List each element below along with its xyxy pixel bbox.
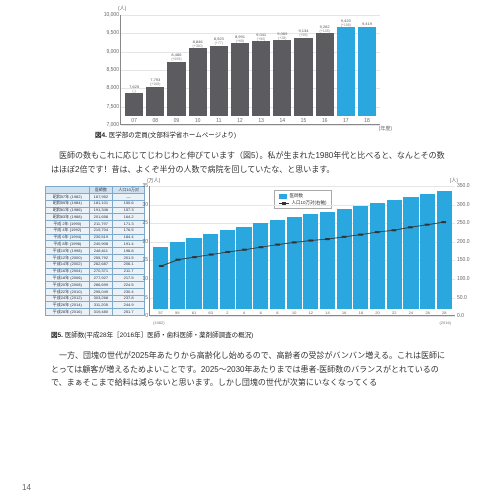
figure5-caption: 図5. 医師数(平成28年［2016年］医師・歯科医師・薬剤師調査の概況): [51, 329, 455, 339]
page-number: 14: [22, 483, 31, 492]
figure-4: (人) (年度) 7,0007,5008,0008,5009,0009,5001…: [45, 15, 455, 139]
paragraph-1: 医師の数もこれに応じてじわじわと伸びています（図5）。私が生まれた1980年代と…: [51, 149, 449, 176]
figure4-caption: 図4. 医学部の定員(文部科学省ホームページより): [95, 129, 455, 139]
chart5-plot: (万人) (人) 医師数 人口10万対(右軸) 051015202530350.…: [149, 186, 455, 316]
table5: 医師数人口10万対昭和57年 (1982)167,952—昭和59年 (1984…: [45, 186, 145, 316]
figure-5: 医師数人口10万対昭和57年 (1982)167,952—昭和59年 (1984…: [45, 186, 455, 316]
chart4-bars: 7,625(-)077,793(+168)088,486(+693)098,84…: [125, 15, 376, 124]
chart5-y-unit: (万人): [147, 177, 160, 184]
paragraph-2: 一方、団塊の世代が2025年あたりから高齢化し始めるので、高齢者の受診がバンバン…: [51, 349, 449, 390]
chart5-bars: 57596163246810121416182022242628: [153, 186, 452, 315]
chart4-plot: (人) (年度) 7,0007,5008,0008,5009,0009,5001…: [120, 15, 380, 125]
chart4-y-unit: (人): [118, 5, 126, 12]
chart5-xrange: (1982) (2016): [153, 320, 451, 325]
chart4-x-unit: (年度): [379, 125, 392, 132]
